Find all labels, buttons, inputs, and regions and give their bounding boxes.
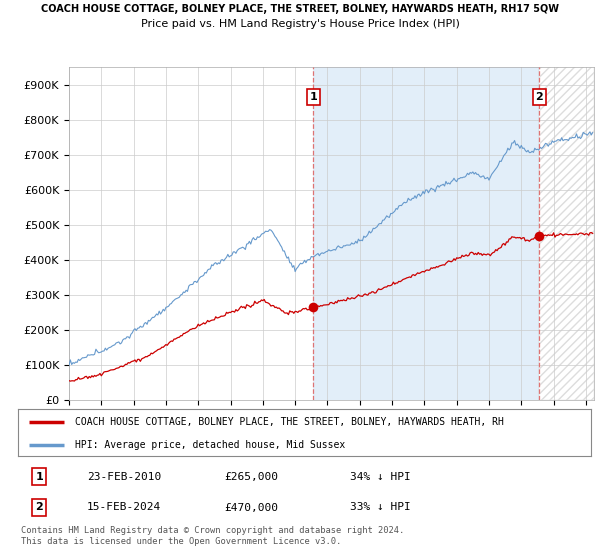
Text: COACH HOUSE COTTAGE, BOLNEY PLACE, THE STREET, BOLNEY, HAYWARDS HEATH, RH17 5QW: COACH HOUSE COTTAGE, BOLNEY PLACE, THE S… — [41, 4, 559, 14]
Text: 15-FEB-2024: 15-FEB-2024 — [87, 502, 161, 512]
Text: 34% ↓ HPI: 34% ↓ HPI — [350, 472, 411, 482]
Text: Contains HM Land Registry data © Crown copyright and database right 2024.
This d: Contains HM Land Registry data © Crown c… — [21, 526, 404, 546]
Text: 1: 1 — [310, 92, 317, 102]
Text: 2: 2 — [536, 92, 543, 102]
Text: HPI: Average price, detached house, Mid Sussex: HPI: Average price, detached house, Mid … — [76, 440, 346, 450]
Text: £265,000: £265,000 — [224, 472, 278, 482]
Text: £470,000: £470,000 — [224, 502, 278, 512]
Text: 33% ↓ HPI: 33% ↓ HPI — [350, 502, 411, 512]
Text: COACH HOUSE COTTAGE, BOLNEY PLACE, THE STREET, BOLNEY, HAYWARDS HEATH, RH: COACH HOUSE COTTAGE, BOLNEY PLACE, THE S… — [76, 417, 504, 427]
Text: Price paid vs. HM Land Registry's House Price Index (HPI): Price paid vs. HM Land Registry's House … — [140, 19, 460, 29]
Text: 23-FEB-2010: 23-FEB-2010 — [87, 472, 161, 482]
Text: 2: 2 — [35, 502, 43, 512]
Text: 1: 1 — [35, 472, 43, 482]
